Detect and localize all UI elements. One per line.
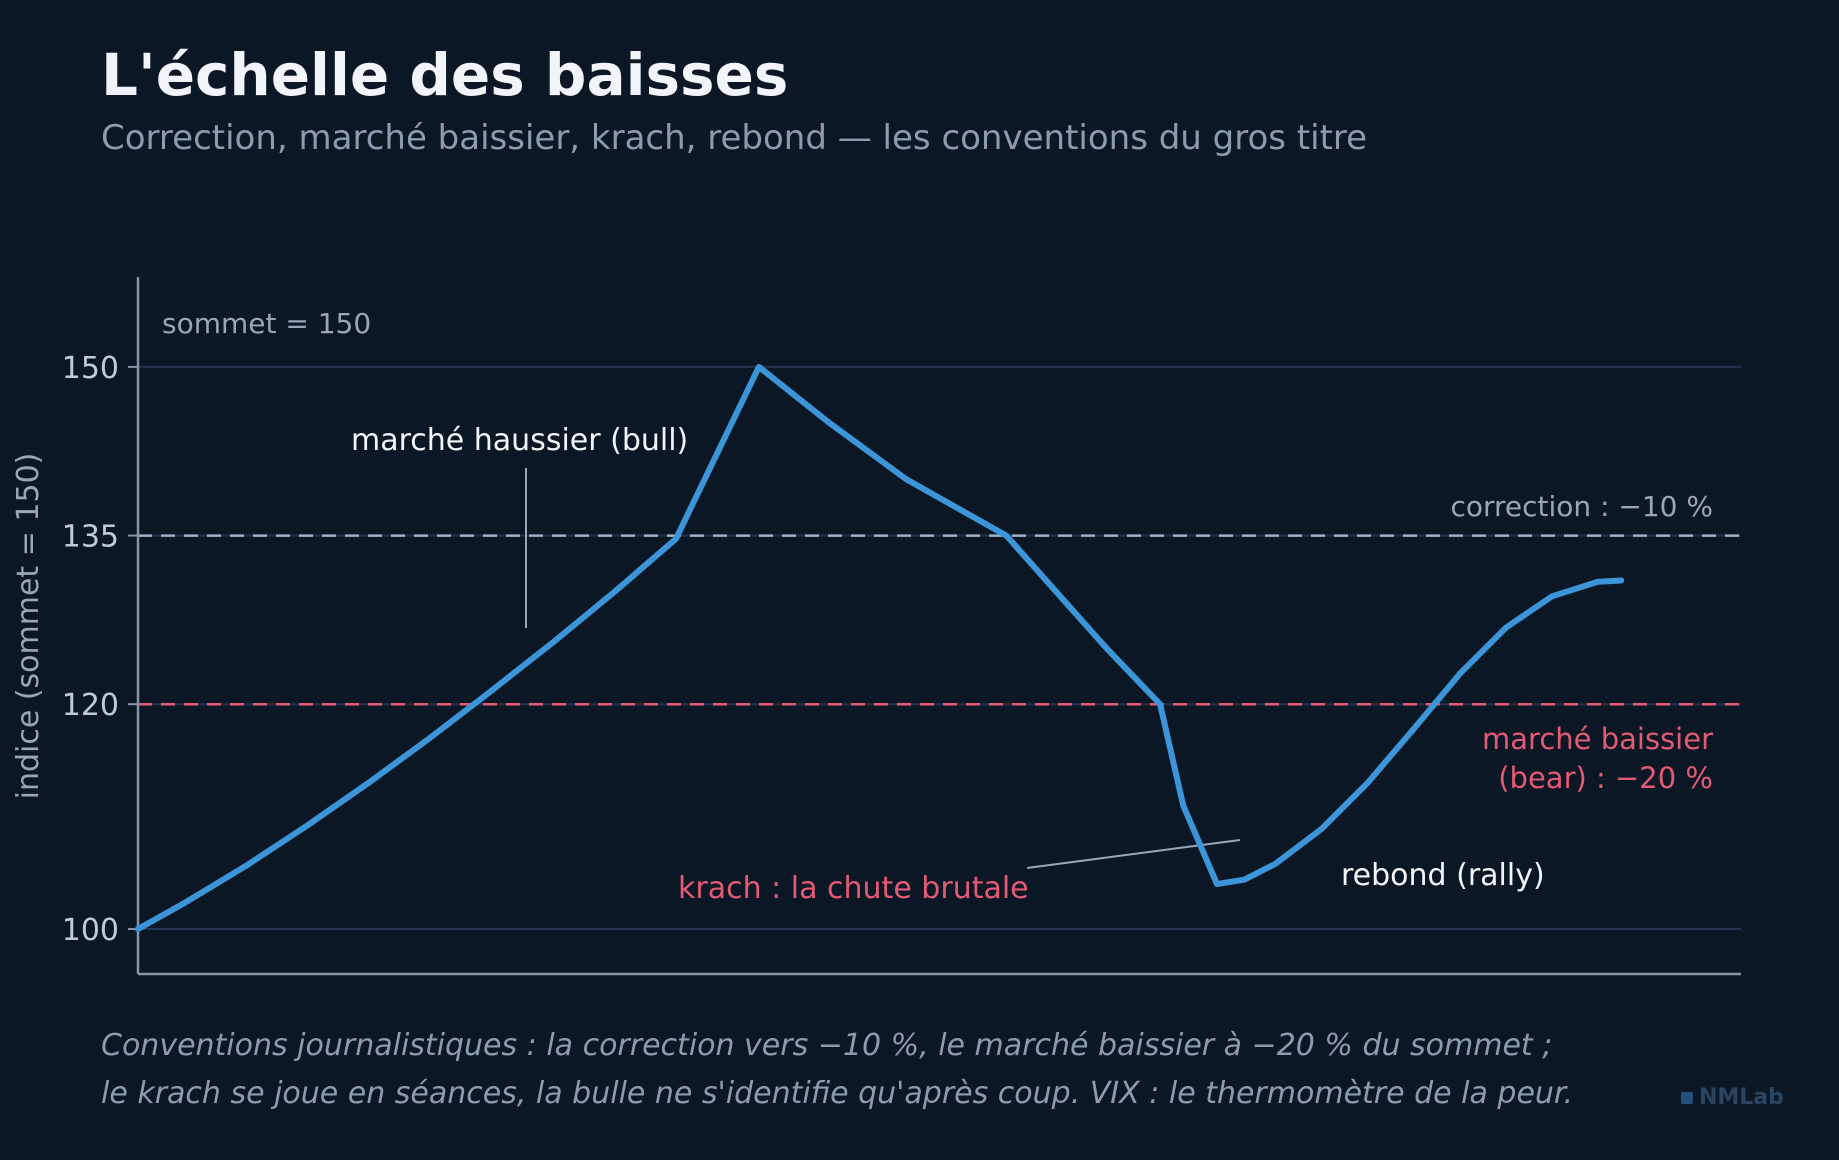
y-tick-label-120: 120 xyxy=(62,688,119,723)
rally-annotation: rebond (rally) xyxy=(1341,858,1545,893)
y-tick-labels: 100 120 135 150 xyxy=(62,351,138,948)
y-tick-label-100: 100 xyxy=(62,913,119,948)
bear-label-line1: marché baissier xyxy=(1482,722,1713,756)
annotations: sommet = 150 marché haussier (bull) corr… xyxy=(162,307,1713,906)
y-axis-label: indice (sommet = 150) xyxy=(11,453,46,800)
footnote-line-2: le krach se joue en séances, la bulle ne… xyxy=(101,1076,1574,1111)
axes xyxy=(136,277,1741,976)
krach-annotation: krach : la chute brutale xyxy=(678,871,1029,906)
correction-label: correction : −10 % xyxy=(1450,490,1713,523)
peak-annotation: sommet = 150 xyxy=(162,307,371,340)
annotation-leaders xyxy=(525,468,1241,869)
bull-annotation: marché haussier (bull) xyxy=(351,423,688,458)
krach-leader-line xyxy=(1026,839,1241,869)
brand-logo: NMLab xyxy=(1681,1085,1784,1110)
threshold-lines xyxy=(138,534,1741,706)
y-tick-label-135: 135 xyxy=(62,520,119,555)
y-tick-label-150: 150 xyxy=(62,351,119,386)
footnote: Conventions journalistiques : la correct… xyxy=(101,1022,1573,1118)
page-title: L'échelle des baisses xyxy=(101,41,789,109)
brand-label: NMLab xyxy=(1699,1085,1784,1110)
brand-square-icon xyxy=(1681,1091,1693,1104)
bear-label-line2: (bear) : −20 % xyxy=(1498,761,1713,795)
footnote-line-1: Conventions journalistiques : la correct… xyxy=(101,1028,1553,1063)
series-line-index xyxy=(135,363,1625,932)
page-subtitle: Correction, marché baissier, krach, rebo… xyxy=(101,118,1368,158)
